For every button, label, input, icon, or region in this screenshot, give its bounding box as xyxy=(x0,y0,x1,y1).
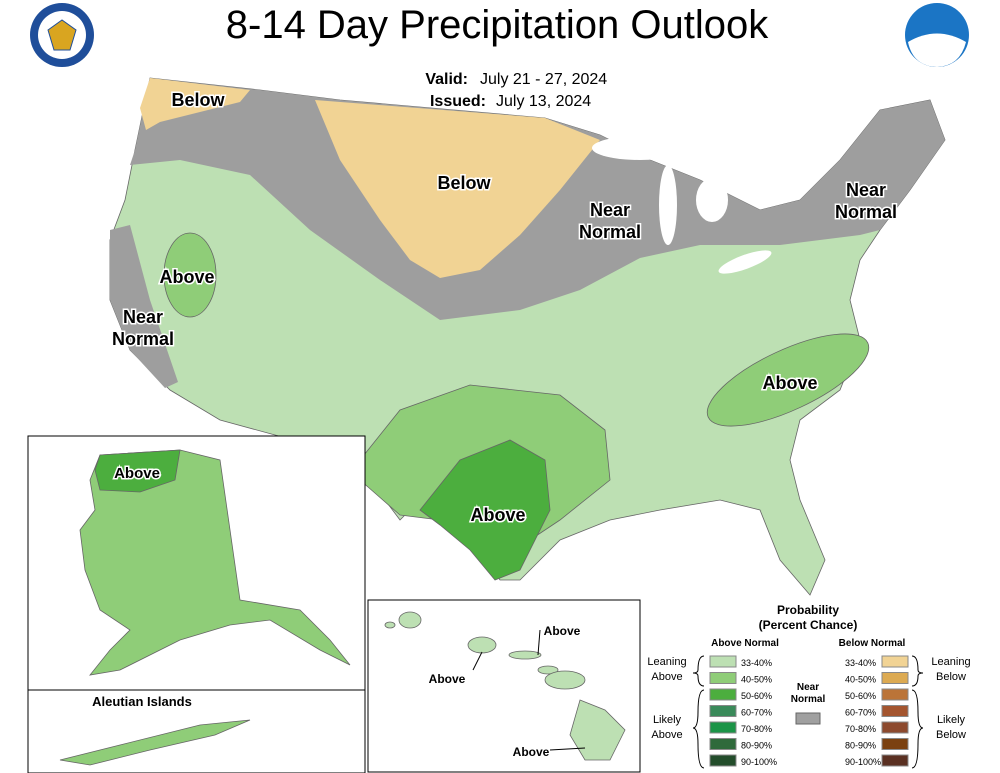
legend-label: 80-90% xyxy=(741,741,772,751)
legend-swatch xyxy=(881,721,909,734)
legend-label: 33-40% xyxy=(845,658,876,668)
legend-swatch xyxy=(881,688,909,701)
legend-title: (Percent Chance) xyxy=(759,618,858,632)
legend-label: 90-100% xyxy=(741,757,777,767)
legend-group: Below xyxy=(936,671,966,683)
legend-swatch xyxy=(709,688,737,701)
region-label: Below xyxy=(437,173,491,193)
region-label: Below xyxy=(171,90,225,110)
region-label: Near Normal xyxy=(835,180,897,222)
legend-swatch xyxy=(881,738,909,750)
legend-group: Likely xyxy=(653,714,682,726)
legend-swatch xyxy=(709,754,737,767)
legend-near: Near xyxy=(797,682,819,693)
legend-heading: Above Normal xyxy=(711,638,779,649)
legend-label: 80-90% xyxy=(845,741,876,751)
legend-group: Leaning xyxy=(647,656,686,668)
legend-group: Likely xyxy=(937,714,966,726)
legend-group: Above xyxy=(651,729,682,741)
legend-swatch xyxy=(709,655,737,668)
alaska-map xyxy=(59,449,351,766)
legend-label: 70-80% xyxy=(845,724,876,734)
region-label: Above xyxy=(544,624,581,638)
legend-near: Normal xyxy=(791,694,826,705)
hawaii-pointers xyxy=(472,629,586,751)
legend-label: 33-40% xyxy=(741,658,772,668)
valid-dates: July 21 - 27, 2024 xyxy=(480,71,607,88)
region-label: Above xyxy=(470,505,525,525)
hawaii-map xyxy=(384,611,626,761)
legend-brace xyxy=(692,655,924,769)
legend-swatch xyxy=(709,672,737,684)
region-label: Near Normal xyxy=(579,200,641,242)
legend-swatch xyxy=(881,672,909,684)
title: 8-14 Day Precipitation Outlook xyxy=(226,3,770,47)
legend-title: Probability xyxy=(777,603,839,617)
legend-swatch xyxy=(709,721,737,734)
region-label: Above xyxy=(159,267,214,287)
legend-label: 40-50% xyxy=(845,675,876,685)
commerce-seal xyxy=(30,3,94,67)
legend-heading: Below Normal xyxy=(839,638,906,649)
legend-label: 60-70% xyxy=(741,708,772,718)
legend-label: 50-60% xyxy=(845,691,876,701)
legend-swatch xyxy=(709,705,737,717)
region-label: Above xyxy=(513,745,550,759)
legend-swatch xyxy=(709,738,737,750)
legend-swatch xyxy=(795,712,821,725)
conus-map xyxy=(109,77,946,596)
legend-swatch xyxy=(881,754,909,767)
issued-label: Issued: xyxy=(430,93,486,110)
legend-group: Leaning xyxy=(931,656,970,668)
legend-label: 70-80% xyxy=(741,724,772,734)
legend-label: 90-100% xyxy=(845,757,881,767)
legend-swatch xyxy=(881,705,909,717)
region-label: Above xyxy=(762,373,817,393)
legend: Probability (Percent Chance) Above Norma… xyxy=(647,603,971,769)
valid-label: Valid: xyxy=(425,71,468,88)
legend-label: 60-70% xyxy=(845,708,876,718)
region-label: Above xyxy=(114,465,160,482)
noaa-logo xyxy=(905,3,969,67)
region-label: Above xyxy=(429,672,466,686)
legend-label: 50-60% xyxy=(741,691,772,701)
legend-label: 40-50% xyxy=(741,675,772,685)
region-label: Near Normal xyxy=(112,307,174,349)
aleutian-label: Aleutian Islands xyxy=(92,694,192,709)
legend-swatch xyxy=(881,655,909,668)
legend-group: Below xyxy=(936,729,966,741)
legend-group: Above xyxy=(651,671,682,683)
issued-date: July 13, 2024 xyxy=(496,93,591,110)
